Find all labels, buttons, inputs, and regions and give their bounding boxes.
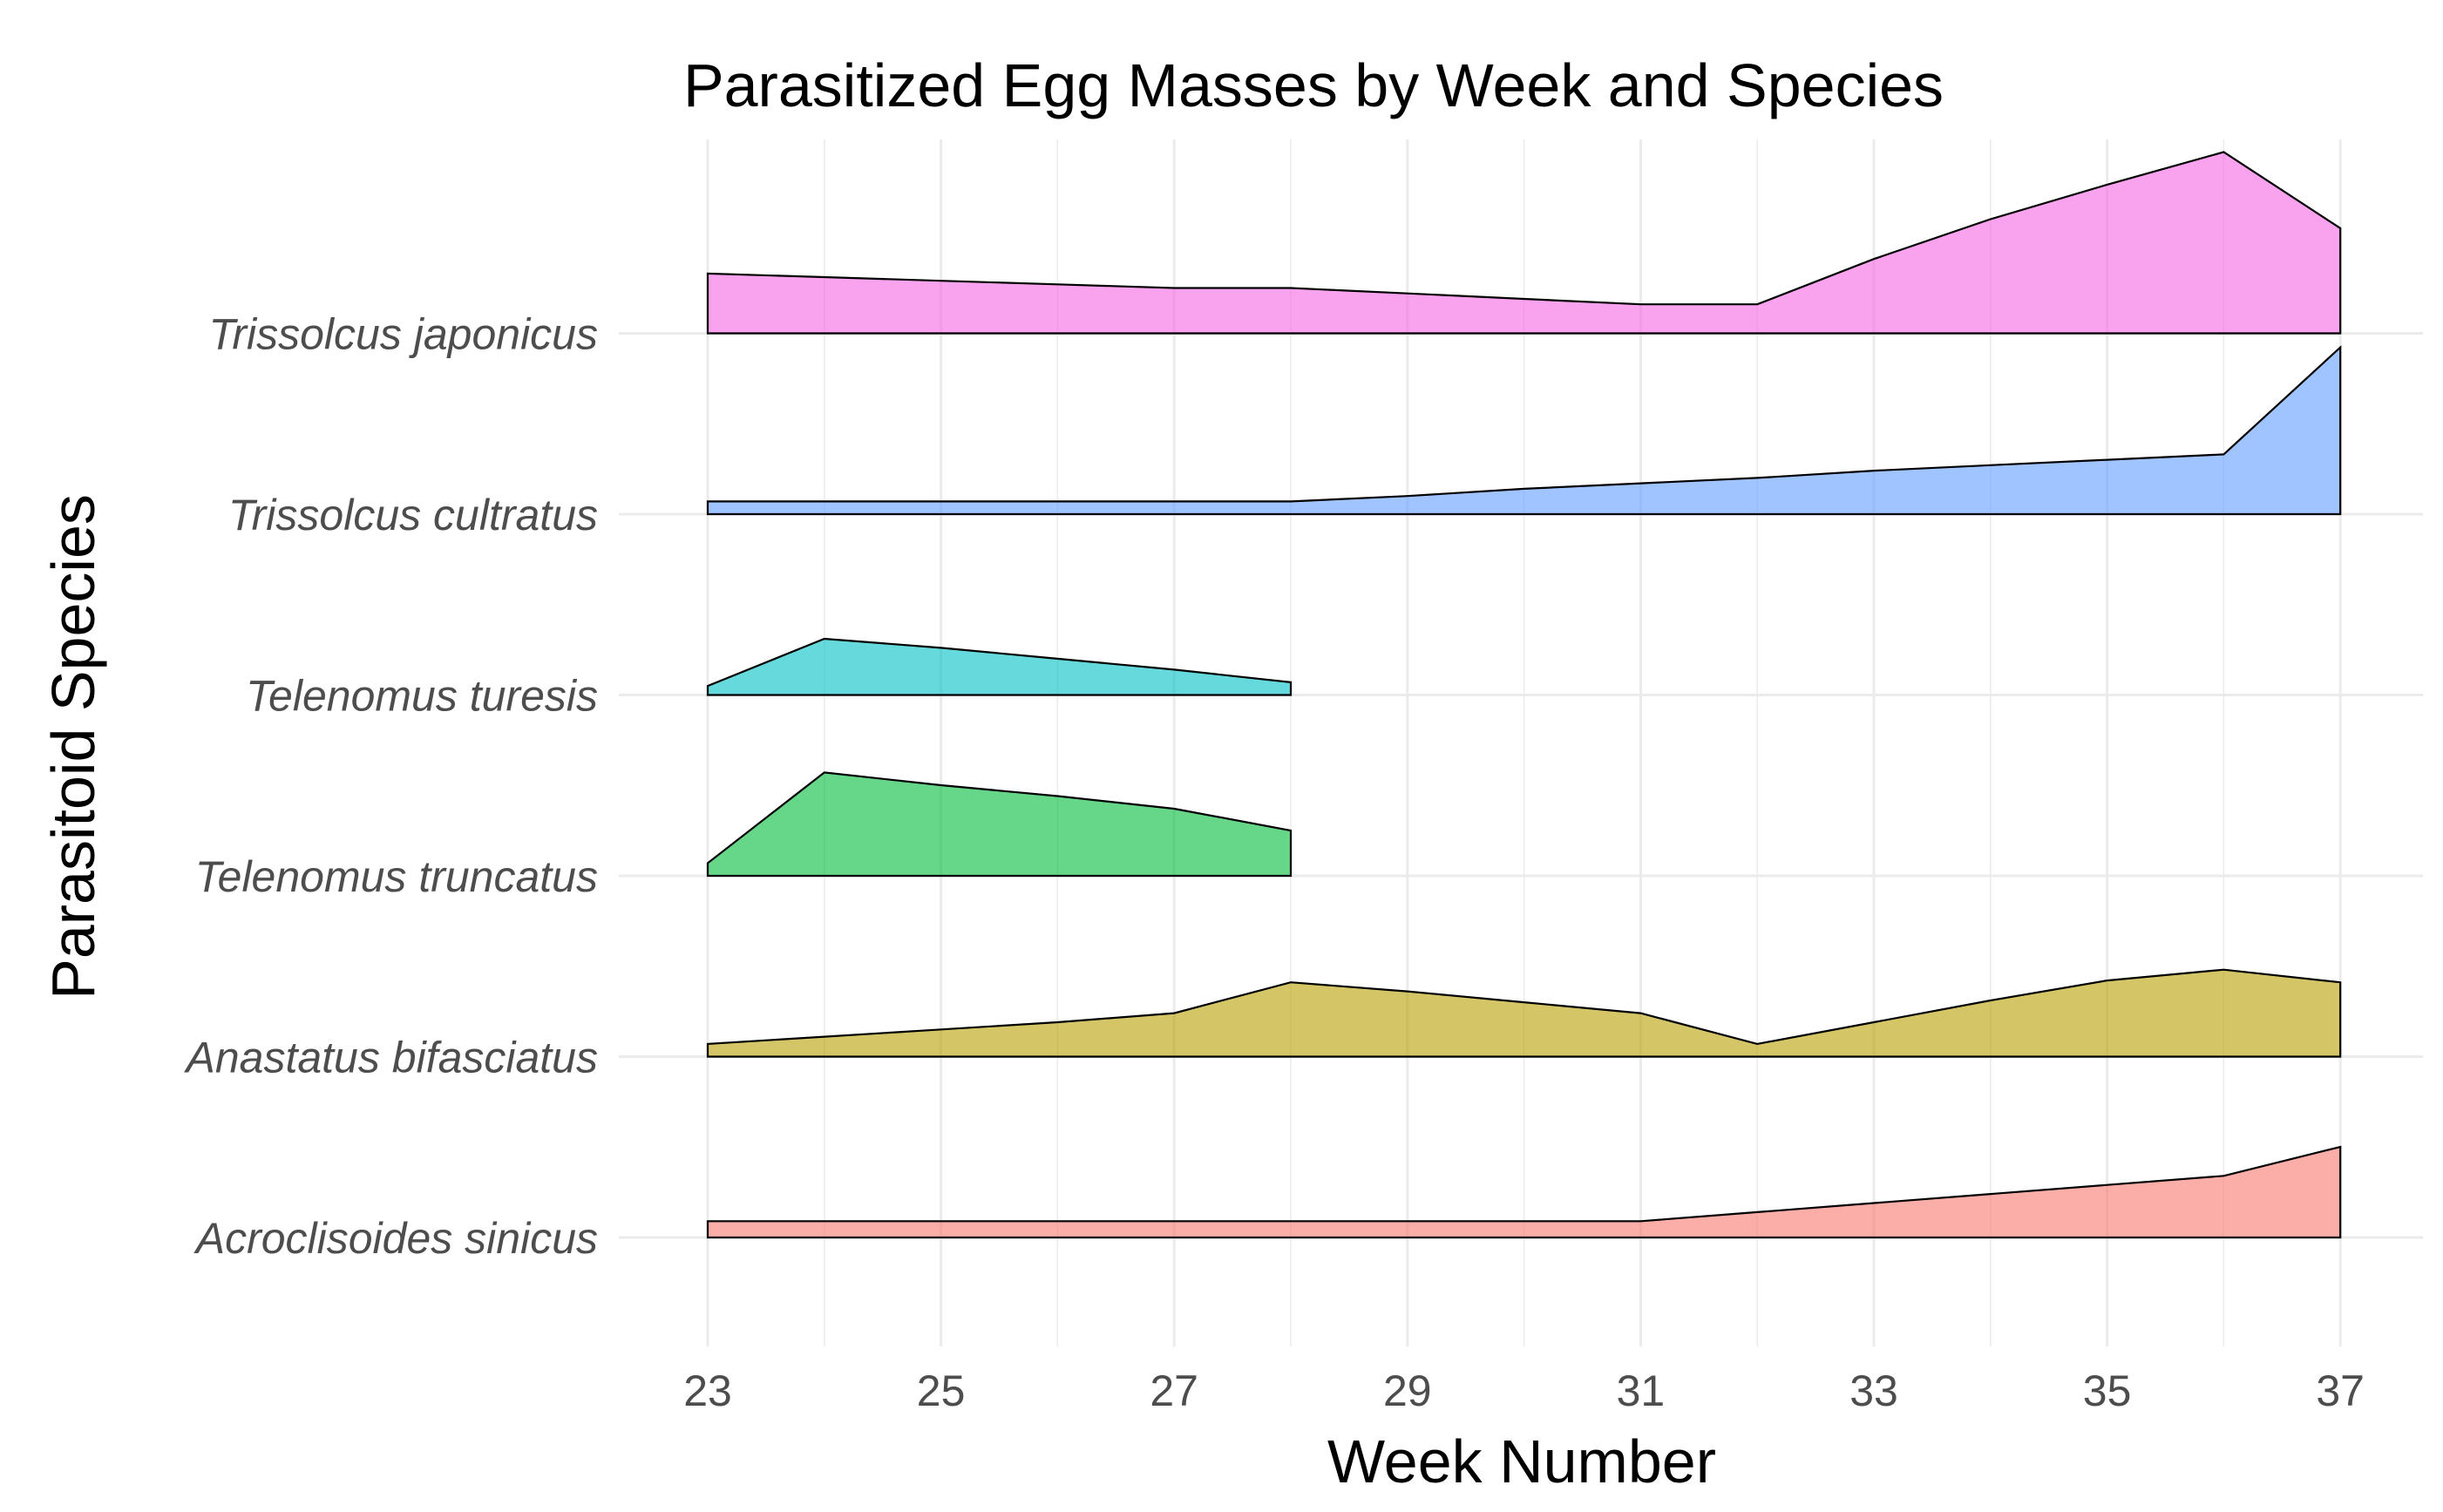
chart-title: Parasitized Egg Masses by Week and Speci… [683,51,1944,119]
ridge-telenomus-turesis [706,637,1293,696]
x-tick-label: 35 [2083,1366,2132,1415]
x-tick-label: 25 [917,1366,966,1415]
y-axis-tick-labels: Acroclisoides sinicus Anastatus bifasciat… [184,310,599,1264]
x-axis-tick-labels: 23 25 27 29 31 33 35 37 [683,1366,2365,1415]
ridge-anastatus-bifasciatus [706,968,2342,1058]
y-tick-label-telenomus-truncatus: Telenomus truncatus [195,852,598,901]
y-tick-label-acroclisoides-sinicus: Acroclisoides sinicus [193,1214,598,1263]
ridge-trissolcus-cultratus [706,345,2342,516]
x-tick-label: 29 [1383,1366,1432,1415]
y-tick-label-telenomus-turesis: Telenomus turesis [246,672,598,721]
ridge-acroclisoides-sinicus [706,1145,2342,1239]
ridges [706,151,2342,1239]
x-tick-label: 31 [1617,1366,1666,1415]
y-axis-title: Parasitoid Species [39,494,107,1000]
y-tick-label-trissolcus-japonicus: Trissolcus japonicus [209,310,598,359]
y-tick-label-trissolcus-cultratus: Trissolcus cultratus [228,491,598,539]
x-tick-label: 33 [1849,1366,1898,1415]
x-tick-label: 27 [1150,1366,1198,1415]
ridge-telenomus-truncatus [706,771,1293,878]
y-tick-label-anastatus-bifasciatus: Anastatus bifasciatus [184,1034,599,1082]
x-tick-label: 37 [2316,1366,2365,1415]
x-tick-label: 23 [683,1366,732,1415]
ridge-trissolcus-japonicus [706,151,2342,335]
x-axis-title: Week Number [1327,1427,1716,1495]
